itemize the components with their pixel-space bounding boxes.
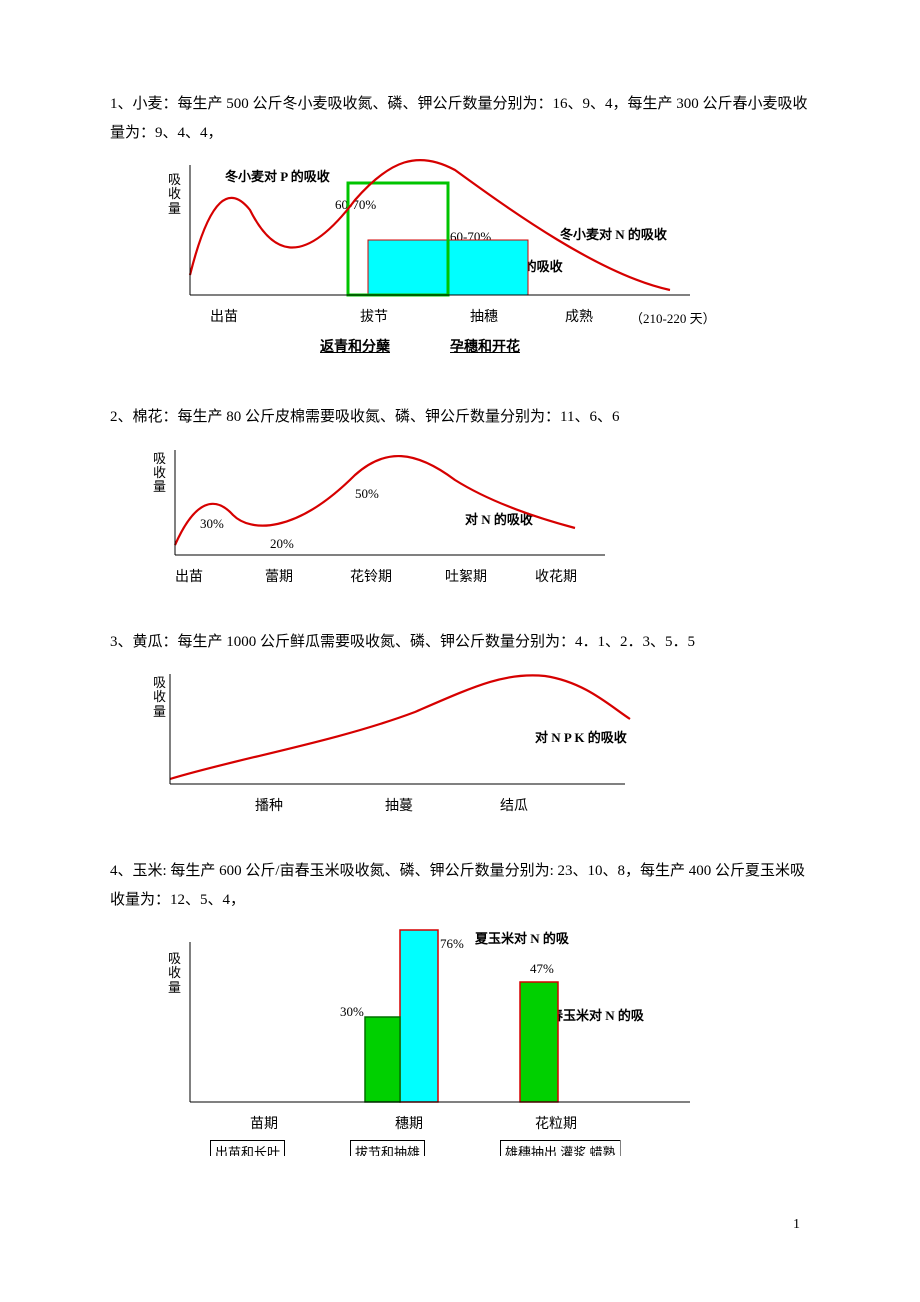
s4-sub3: 雄穗抽出 灌浆 蜡熟 — [500, 1140, 621, 1167]
s1-x3: 抽穗 — [470, 305, 498, 332]
s2-x2: 蕾期 — [265, 565, 293, 592]
s3-x2: 抽蔓 — [385, 794, 413, 821]
section4-para: 4、玉米: 每生产 600 公斤/亩春玉米吸收氮、磷、钾公斤数量分别为: 23、… — [110, 857, 810, 914]
s3-x1: 播种 — [255, 794, 283, 821]
s4-x1: 苗期 — [250, 1112, 278, 1139]
s3-x3: 结瓜 — [500, 794, 528, 821]
s2-x3: 花铃期 — [350, 565, 392, 592]
s2-x1: 出苗 — [175, 565, 203, 592]
s1-sub2: 孕穗和开花 — [450, 335, 520, 362]
s4-x3: 花粒期 — [535, 1112, 577, 1139]
section2-chart: 吸收量 30% 20% 50% 对 N 的吸收 出苗 蕾期 花铃期 吐絮期 收花… — [130, 440, 810, 610]
section3-svg — [155, 664, 655, 794]
section4-chart: 吸收量 76% 夏玉米对 N 的吸 47% 30% 春玉米对 N 的吸 苗期 穗… — [130, 922, 810, 1172]
s4-sub2: 拔节和抽雄 — [350, 1140, 425, 1167]
page-number: 1 — [110, 1212, 810, 1239]
s2-x4: 吐絮期 — [445, 565, 487, 592]
section3-para: 3、黄瓜：每生产 1000 公斤鲜瓜需要吸收氮、磷、钾公斤数量分别为：4．1、2… — [110, 628, 810, 657]
s1-x2: 拔节 — [360, 305, 388, 332]
s1-x4: 成熟 — [565, 305, 593, 332]
s1-sub1: 返青和分蘖 — [320, 335, 390, 362]
section1-svg — [170, 155, 730, 320]
section1-para: 1、小麦：每生产 500 公斤冬小麦吸收氮、磷、钾公斤数量分别为：16、9、4，… — [110, 90, 810, 147]
section4-svg — [170, 922, 730, 1122]
section2-para: 2、棉花：每生产 80 公斤皮棉需要吸收氮、磷、钾公斤数量分别为：11、6、6 — [110, 403, 810, 432]
s1-x1: 出苗 — [210, 305, 238, 332]
section3-chart: 吸收量 对 N P K 的吸收 播种 抽蔓 结瓜 — [130, 664, 810, 839]
s4-x2: 穗期 — [395, 1112, 423, 1139]
s2-x5: 收花期 — [535, 565, 577, 592]
section2-svg — [155, 440, 625, 565]
s4-sub1: 出苗和长叶 — [210, 1140, 285, 1167]
section1-chart: 吸收量 冬小麦对 P 的吸收 60-70% 60-70% 冬小麦对 N 的吸收 … — [130, 155, 810, 385]
